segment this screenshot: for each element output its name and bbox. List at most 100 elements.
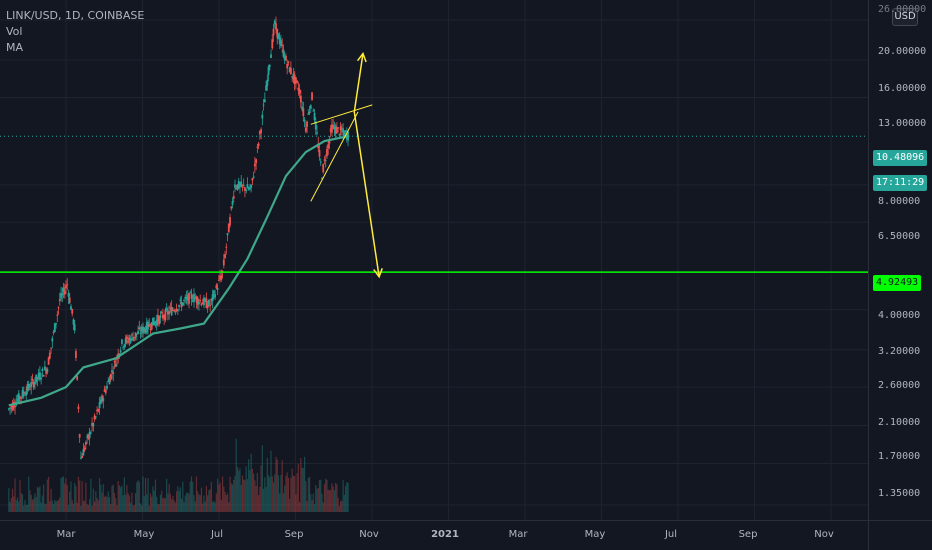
candle-body <box>109 374 112 380</box>
candle-body <box>22 391 25 395</box>
volume-indicator-label[interactable]: Vol <box>6 25 23 38</box>
volume-bar <box>162 498 164 512</box>
candle-body <box>55 322 57 325</box>
volume-bar <box>311 500 313 512</box>
volume-bar <box>301 467 303 512</box>
time-tick: Mar <box>508 529 528 540</box>
volume-bar <box>253 473 255 512</box>
volume-bar <box>231 484 234 512</box>
candle-body <box>129 338 132 343</box>
volume-bar <box>115 498 117 512</box>
volume-bar <box>28 476 30 512</box>
volume-bar <box>21 494 24 512</box>
volume-bar <box>164 498 167 512</box>
volume-bar <box>44 503 46 512</box>
candle-body <box>104 389 107 394</box>
candle-body <box>343 131 346 137</box>
volume-bar <box>40 502 42 512</box>
candle-body <box>327 144 330 149</box>
symbol-title[interactable]: LINK/USD, 1D, COINBASE <box>6 9 145 22</box>
ma-indicator-label[interactable]: MA <box>6 41 24 54</box>
volume-bar <box>230 483 232 512</box>
volume-bar <box>312 493 314 512</box>
candle-body <box>56 314 59 316</box>
candle-body <box>222 259 225 266</box>
candle-body <box>144 329 147 333</box>
volume-bar <box>64 483 66 512</box>
volume-bar <box>151 496 153 512</box>
candle-body <box>322 164 325 173</box>
candle-body <box>92 423 95 427</box>
volume-bar <box>159 494 162 512</box>
candle-body <box>176 309 179 311</box>
volume-bar <box>147 477 149 512</box>
candle-body <box>230 206 233 209</box>
volume-bar <box>249 470 251 512</box>
candle-body <box>107 380 110 382</box>
volume-bar <box>212 501 214 512</box>
volume-bar <box>55 501 57 512</box>
volume-bar <box>54 499 56 512</box>
trend-arrow-head <box>356 51 367 63</box>
volume-bar <box>166 478 168 512</box>
volume-bar <box>343 494 345 512</box>
candle-body <box>299 95 302 103</box>
candle-body <box>26 384 29 391</box>
volume-bar <box>307 477 309 512</box>
candle-body <box>66 284 69 286</box>
volume-bar <box>138 481 140 512</box>
candle-body <box>19 396 21 399</box>
volume-bar <box>16 497 19 512</box>
volume-bar <box>223 486 225 512</box>
volume-bar <box>107 491 109 512</box>
candle-body <box>63 290 66 295</box>
candle-body <box>199 299 202 301</box>
candle-body <box>342 128 345 133</box>
candle-body <box>209 305 212 307</box>
candle-body <box>42 375 45 377</box>
volume-bar <box>326 479 328 512</box>
volume-bar <box>152 486 154 512</box>
candle-body <box>139 332 142 334</box>
volume-bar <box>255 485 257 512</box>
trend-arrow-line <box>353 111 380 277</box>
candle-body <box>14 405 16 408</box>
volume-bar <box>218 484 220 512</box>
volume-bar <box>134 493 137 512</box>
volume-bar <box>322 502 324 512</box>
volume-bar <box>137 480 139 512</box>
candle-body <box>186 295 189 301</box>
volume-bar <box>306 501 308 512</box>
volume-bar <box>270 450 272 512</box>
volume-bar <box>131 492 133 512</box>
candle-body <box>210 298 213 300</box>
volume-bar <box>261 445 263 512</box>
currency-button[interactable]: USD <box>892 8 918 26</box>
volume-bar <box>171 499 173 512</box>
candle-body <box>160 312 163 314</box>
candle-body <box>251 178 254 181</box>
candle-body <box>262 104 265 106</box>
candle-body <box>188 293 190 304</box>
volume-bar <box>146 494 148 512</box>
volume-bar <box>333 490 336 512</box>
candle-body <box>108 379 111 385</box>
candle-body <box>344 130 347 133</box>
candle-body <box>321 178 323 180</box>
candle-body <box>241 184 244 186</box>
volume-bar <box>323 484 326 512</box>
volume-bar <box>48 476 50 512</box>
candle-body <box>318 150 321 157</box>
candle-body <box>16 399 19 401</box>
candle-body <box>337 127 340 129</box>
candle-body <box>57 307 60 309</box>
candle-body <box>27 383 30 389</box>
volume-bar <box>127 493 129 512</box>
volume-bar <box>20 493 22 512</box>
volume-bar <box>346 482 348 512</box>
volume-bar <box>266 457 268 512</box>
volume-bar <box>219 482 221 512</box>
candle-body <box>10 405 13 408</box>
